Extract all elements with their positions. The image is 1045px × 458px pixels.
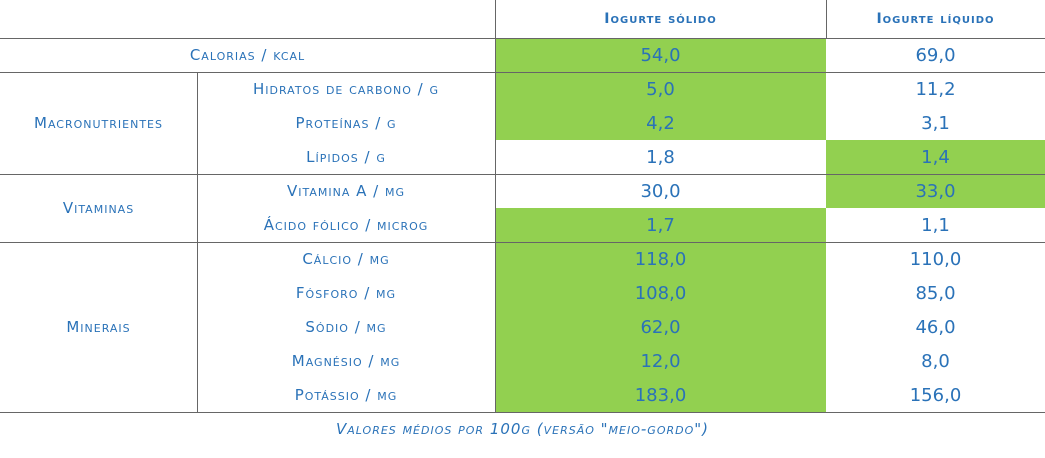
rule (826, 0, 827, 38)
value-cell: 33,0 (915, 180, 956, 202)
row-label: Hidratos de carbono / g (252, 80, 440, 98)
row-label: Magnésio / mg (291, 352, 401, 370)
value-cell: 69,0 (915, 44, 956, 66)
rule (495, 0, 496, 412)
value-cell: 11,2 (915, 78, 956, 100)
row-label: Fósforo / mg (295, 284, 397, 302)
value-cell: 118,0 (634, 248, 687, 270)
row-label: Sódio / mg (305, 318, 387, 336)
value-cell: 1,7 (646, 214, 675, 236)
value-cell: 1,8 (646, 146, 675, 168)
rule (0, 38, 1045, 39)
value-cell: 3,1 (921, 112, 950, 134)
value-cell: 5,0 (646, 78, 675, 100)
value-cell: 4,2 (646, 112, 675, 134)
value-cell: 156,0 (909, 384, 962, 406)
rule (0, 412, 1045, 413)
value-cell: 46,0 (915, 316, 956, 338)
value-cell: 12,0 (640, 350, 681, 372)
value-cell: 30,0 (640, 180, 681, 202)
value-cell: 1,1 (921, 214, 950, 236)
rule (0, 72, 1045, 73)
row-label: Potássio / mg (294, 386, 398, 404)
footnote: Valores médios por 100g (versão "meio-go… (335, 420, 710, 438)
value-cell: 85,0 (915, 282, 956, 304)
rule (0, 174, 1045, 175)
value-cell: 8,0 (921, 350, 950, 372)
value-cell: 110,0 (909, 248, 962, 270)
value-cell: 183,0 (634, 384, 687, 406)
value-cell: 62,0 (640, 316, 681, 338)
rule (197, 72, 198, 412)
group-label: Macronutrientes (34, 114, 163, 132)
value-cell: 1,4 (921, 146, 950, 168)
row-label: Lípidos / g (306, 148, 386, 166)
row-label: Vitamina A / mg (286, 182, 406, 200)
row-label: Ácido fólico / microg (263, 216, 429, 234)
highlight (495, 72, 826, 140)
header-cell: Iogurte líquido (876, 11, 995, 27)
row-label: Cálcio / mg (302, 250, 390, 268)
rule (0, 242, 1045, 243)
group-label: Minerais (66, 318, 131, 336)
highlight (495, 38, 826, 72)
value-cell: 54,0 (640, 44, 681, 66)
value-cell: 108,0 (634, 282, 687, 304)
header-cell: Iogurte sólido (604, 11, 717, 27)
group-label: Vitaminas (62, 199, 135, 217)
row-label: Proteínas / g (295, 114, 397, 132)
row-label: Calorias / kcal (189, 46, 306, 64)
